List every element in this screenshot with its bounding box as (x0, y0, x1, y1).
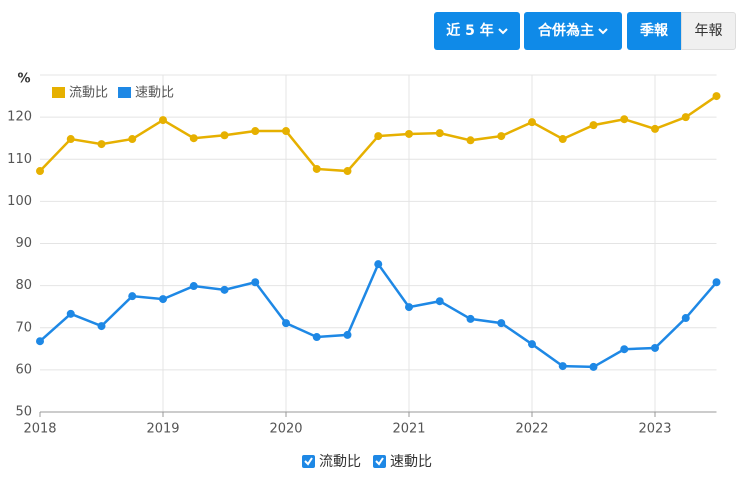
data-point (343, 330, 352, 339)
data-point (651, 124, 659, 133)
y-axis-unit: % (17, 72, 30, 87)
data-point (620, 115, 629, 124)
data-point (497, 319, 506, 328)
data-point (66, 135, 75, 144)
y-tick-label: 70 (15, 320, 32, 335)
y-tick-label: 90 (15, 236, 32, 251)
legend-swatch (118, 87, 132, 98)
x-tick-label: 2023 (638, 422, 671, 437)
data-point (558, 362, 567, 371)
button-label: 季報 (640, 23, 668, 39)
y-tick-label: 120 (7, 110, 32, 125)
data-point (97, 140, 106, 149)
data-point (712, 92, 721, 101)
data-point (681, 314, 690, 323)
y-tick-label: 110 (7, 152, 32, 167)
checkmark (304, 457, 313, 466)
legend-swatch (52, 87, 65, 98)
annual-button[interactable]: 年報 (681, 12, 736, 50)
y-tick-label: 50 (15, 405, 32, 420)
data-point (466, 136, 475, 145)
data-point (66, 309, 75, 318)
data-point (251, 127, 260, 136)
legend-toggle-label: 流動比 (319, 454, 361, 470)
range-button[interactable]: 近 5 年 (434, 12, 520, 50)
y-tick-label: 60 (15, 362, 32, 377)
chevron (598, 28, 608, 35)
data-point (282, 319, 290, 328)
data-point (435, 129, 444, 138)
data-point (374, 132, 383, 141)
data-point (282, 127, 290, 136)
x-tick-label: 2022 (515, 422, 548, 437)
data-point (189, 134, 198, 143)
data-point (128, 292, 137, 301)
data-point (620, 345, 629, 354)
x-tick-label: 2021 (392, 422, 425, 437)
y-tick-label: 80 (15, 278, 32, 293)
checkmark (375, 457, 384, 466)
data-point (312, 164, 321, 173)
data-point (312, 333, 321, 342)
series-line (39, 261, 718, 369)
y-tick-label: 100 (7, 194, 32, 209)
data-point (558, 135, 567, 144)
data-point (651, 343, 659, 352)
data-point (97, 322, 106, 331)
quarterly-button[interactable]: 季報 (627, 12, 681, 50)
data-point (528, 340, 536, 349)
legend-toggle-label: 速動比 (390, 454, 432, 470)
x-tick-label: 2019 (146, 422, 179, 437)
data-point (435, 297, 444, 306)
data-point (405, 303, 413, 312)
data-point (589, 121, 598, 130)
basis-button[interactable]: 合併為主 (524, 12, 622, 50)
legend-label: 速動比 (135, 86, 174, 101)
data-point (128, 135, 137, 144)
data-point (712, 278, 721, 287)
data-point (405, 129, 413, 138)
data-point (466, 314, 475, 323)
data-point (36, 337, 44, 346)
button-label: 年報 (694, 23, 723, 39)
data-point (189, 282, 198, 291)
button-label: 近 5 年 (446, 23, 494, 39)
legend-label: 流動比 (69, 86, 108, 101)
data-point (220, 285, 229, 294)
x-tick-label: 2018 (23, 422, 56, 437)
data-point (528, 118, 536, 127)
data-point (681, 113, 690, 122)
data-point (343, 167, 352, 176)
data-point (159, 116, 167, 125)
data-point (36, 167, 44, 176)
data-point (220, 131, 229, 140)
data-point (159, 295, 167, 304)
chevron (498, 28, 508, 35)
data-point (251, 278, 260, 287)
data-point (374, 260, 383, 269)
data-point (497, 132, 506, 141)
x-tick-label: 2020 (269, 422, 302, 437)
data-point (589, 362, 598, 371)
button-label: 合併為主 (538, 23, 594, 39)
